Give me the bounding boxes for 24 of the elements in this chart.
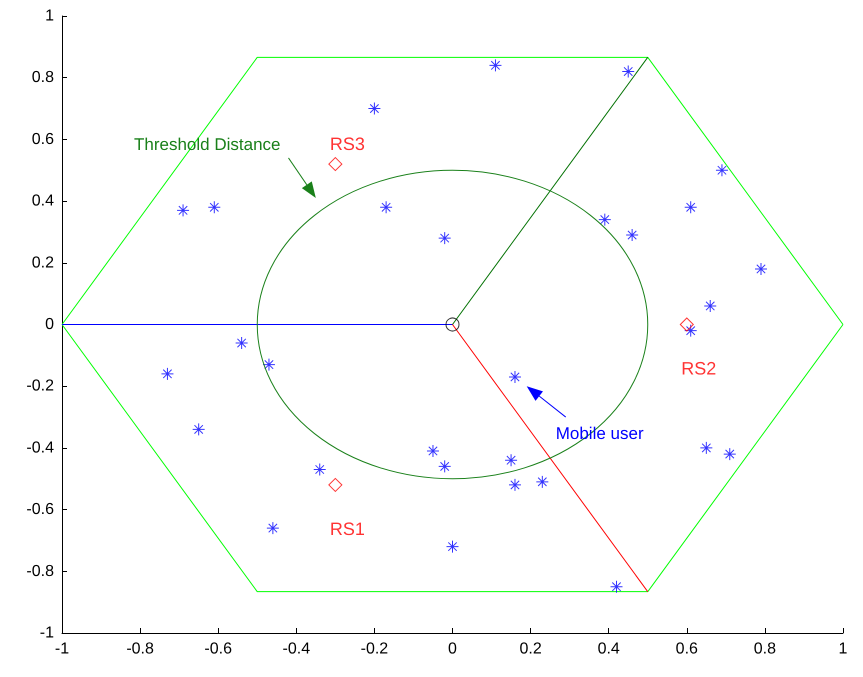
x-tick-label: 0.6 (676, 640, 698, 658)
y-tick-label: -0.8 (26, 562, 54, 580)
x-tick-label: -0.2 (360, 640, 388, 658)
y-tick-label: 0.6 (32, 130, 54, 148)
y-tick-label: 0.8 (32, 69, 54, 86)
y-tick-label: 0 (45, 316, 54, 333)
series-label: RS3 (330, 134, 365, 154)
x-tick-label: -0.6 (204, 640, 232, 658)
series-label: RS2 (681, 358, 716, 378)
x-tick-label: -0.8 (126, 640, 154, 658)
x-tick-label: 0.8 (754, 640, 776, 658)
y-tick-label: -1 (40, 624, 54, 642)
x-tick-label: 0.2 (519, 640, 542, 658)
x-tick-label: 1 (838, 640, 848, 658)
y-tick-label: -0.6 (26, 501, 54, 518)
x-tick-label: 0.4 (598, 640, 620, 658)
y-tick-label: 0.4 (32, 192, 54, 210)
x-tick-label: 0 (448, 640, 458, 658)
y-tick-label: -0.4 (26, 439, 54, 456)
series-label: RS1 (330, 518, 365, 539)
x-tick-label: -0.4 (282, 640, 310, 658)
y-tick-label: -0.2 (26, 378, 54, 395)
y-tick-label: 0.2 (32, 254, 54, 272)
y-tick-label: 1 (45, 8, 54, 24)
